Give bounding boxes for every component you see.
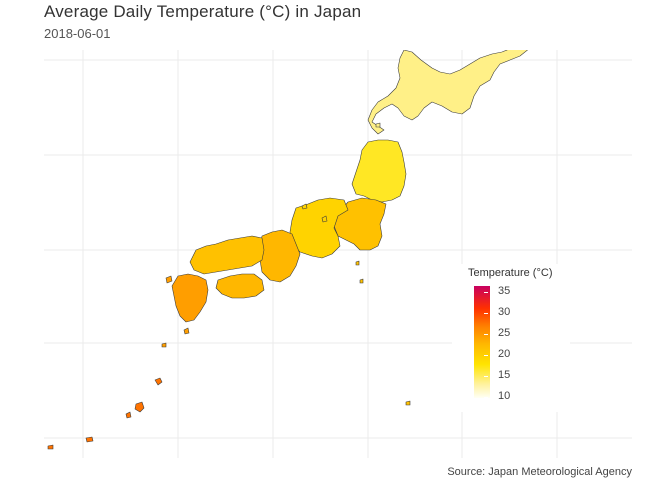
legend-tick-label: 35 [483, 285, 511, 297]
island [154, 377, 163, 386]
region-hokkaido [367, 50, 528, 135]
island [321, 215, 328, 223]
legend-colorbar [474, 286, 490, 398]
island [359, 278, 364, 284]
island [47, 444, 54, 450]
region-kyushu [171, 273, 209, 323]
legend-tick-label: 15 [483, 369, 511, 381]
legend-tick-label: 30 [483, 306, 511, 318]
island [125, 411, 132, 419]
legend-tick-label: 20 [483, 348, 511, 360]
region-okinawa-islands [47, 377, 163, 450]
island [85, 436, 94, 443]
island [301, 203, 308, 210]
chart-title: Average Daily Temperature (°C) in Japan [44, 2, 362, 21]
region-kanto [333, 197, 387, 251]
chart-caption: Source: Japan Meteorological Agency [447, 466, 632, 478]
island [134, 401, 145, 413]
chart-subtitle: 2018-06-01 [44, 26, 111, 41]
island [183, 327, 190, 335]
island [165, 275, 173, 284]
region-chugoku [189, 235, 265, 275]
map-panel [44, 50, 632, 458]
legend-title: Temperature (°C) [468, 267, 553, 279]
japan-map [44, 50, 632, 458]
legend-tick-label: 10 [483, 390, 511, 402]
island [161, 342, 167, 348]
region-shikoku [215, 273, 265, 299]
island [355, 260, 360, 266]
island [405, 400, 411, 406]
legend-tick-label: 25 [483, 327, 511, 339]
region-kansai [259, 229, 301, 283]
island [375, 122, 381, 128]
legend: Temperature (°C) 35 30 25 20 15 10 [452, 264, 570, 412]
region-tohoku [351, 139, 407, 203]
outlying-islands [161, 122, 411, 406]
